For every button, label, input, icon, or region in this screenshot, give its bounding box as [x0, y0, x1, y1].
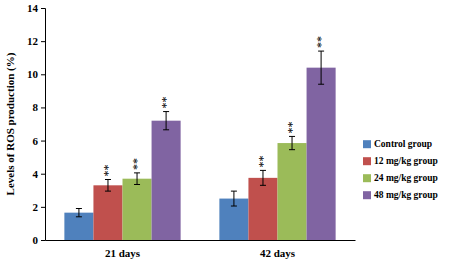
error-bar-stem — [107, 180, 108, 192]
marks — [64, 51, 335, 240]
y-tick: 4 — [33, 168, 46, 180]
error-bar-stem — [262, 170, 263, 185]
bar — [152, 121, 181, 240]
error-bar-cap — [76, 208, 82, 209]
error-bar — [231, 191, 237, 206]
legend-label: Control group — [374, 139, 432, 149]
legend-item: 12 mg/kg group — [363, 156, 438, 166]
chart: 0 2 4 6 8 10 12 14 21 days 42 days ** ** ** ** ** ** Lev… — [0, 0, 450, 268]
error-bar — [163, 112, 169, 130]
y-tick-label: 2 — [33, 201, 39, 213]
y-tick-label: 0 — [33, 234, 39, 246]
error-bar-cap — [231, 191, 237, 192]
error-bar-stem — [321, 51, 322, 84]
legend-item: 48 mg/kg group — [363, 190, 438, 200]
x-tick: 42 days — [260, 240, 296, 259]
significance-label: ** — [159, 97, 173, 109]
error-bar-cap — [289, 149, 295, 150]
error-bar-cap — [318, 51, 324, 52]
legend-swatch — [363, 174, 371, 182]
y-tick-label: 10 — [27, 68, 39, 80]
y-tick-label: 8 — [33, 101, 39, 113]
legend-item: 24 mg/kg group — [363, 173, 438, 183]
y-tick: 12 — [27, 35, 45, 47]
error-bar-cap — [105, 179, 111, 180]
error-bar — [76, 209, 82, 217]
significance-label: ** — [256, 155, 270, 167]
significance-label: ** — [285, 121, 299, 133]
legend-swatch — [363, 191, 371, 199]
y-tick-label: 12 — [27, 35, 39, 47]
x-tick: 21 days — [105, 240, 141, 259]
error-bar — [105, 180, 111, 192]
y-tick-label: 14 — [27, 2, 39, 14]
y-tick-label: 6 — [33, 135, 39, 147]
x-axis: 21 days 42 days — [46, 240, 356, 259]
y-tick-mark — [41, 8, 45, 9]
legend-label: 12 mg/kg group — [374, 156, 438, 166]
x-tick-label: 21 days — [105, 247, 141, 259]
bar — [93, 185, 122, 240]
error-bar — [289, 136, 295, 149]
error-bar-cap — [260, 170, 266, 171]
error-bar-stem — [233, 191, 234, 206]
y-tick: 10 — [27, 68, 45, 80]
bar — [278, 143, 307, 240]
error-bar — [134, 173, 140, 185]
legend-label: 48 mg/kg group — [374, 190, 438, 200]
error-bar — [318, 51, 324, 84]
legend-swatch — [363, 157, 371, 165]
legend-label: 24 mg/kg group — [374, 173, 438, 183]
error-bar-stem — [78, 209, 79, 217]
y-tick: 0 — [33, 234, 46, 246]
error-bar-cap — [163, 129, 169, 130]
y-axis: 0 2 4 6 8 10 12 14 — [27, 2, 46, 246]
error-bar-stem — [166, 112, 167, 130]
significance-label: ** — [314, 36, 328, 48]
y-tick-mark — [41, 207, 45, 208]
y-tick-mark — [41, 240, 45, 241]
bar — [123, 179, 152, 240]
error-bar-stem — [292, 136, 293, 149]
bar — [64, 213, 93, 240]
error-bar-cap — [289, 136, 295, 137]
y-tick: 8 — [33, 101, 46, 113]
y-tick: 6 — [33, 135, 46, 147]
y-tick: 2 — [33, 201, 46, 213]
error-bar-cap — [318, 84, 324, 85]
y-tick-label: 4 — [33, 168, 39, 180]
significance-label: ** — [130, 158, 144, 170]
y-tick-mark — [41, 107, 45, 108]
y-tick: 14 — [27, 2, 45, 14]
error-bar-cap — [134, 184, 140, 185]
error-bar — [260, 170, 266, 185]
error-bar-cap — [260, 185, 266, 186]
y-tick-mark — [41, 74, 45, 75]
error-bar-cap — [231, 206, 237, 207]
legend: Control group 12 mg/kg group 24 mg/kg grou… — [363, 139, 438, 200]
error-bar-cap — [163, 111, 169, 112]
legend-swatch — [363, 140, 371, 148]
y-axis-title: Levels of ROS production (%) — [4, 52, 17, 195]
error-bar-cap — [105, 191, 111, 192]
y-tick-mark — [41, 174, 45, 175]
error-bar-cap — [76, 216, 82, 217]
x-tick-label: 42 days — [260, 247, 296, 259]
y-tick-mark — [41, 41, 45, 42]
error-bar-cap — [134, 172, 140, 173]
significance-label: ** — [101, 165, 115, 177]
y-axis-line — [41, 9, 46, 241]
bar — [248, 178, 277, 240]
legend-item: Control group — [363, 139, 432, 149]
bar — [307, 68, 336, 240]
error-bar-stem — [137, 173, 138, 185]
annotations: ** ** ** ** ** ** — [101, 36, 328, 176]
x-axis-line — [46, 240, 356, 241]
y-tick-mark — [41, 141, 45, 142]
plot: 0 2 4 6 8 10 12 14 21 days 42 days ** ** ** ** ** ** — [27, 2, 356, 259]
